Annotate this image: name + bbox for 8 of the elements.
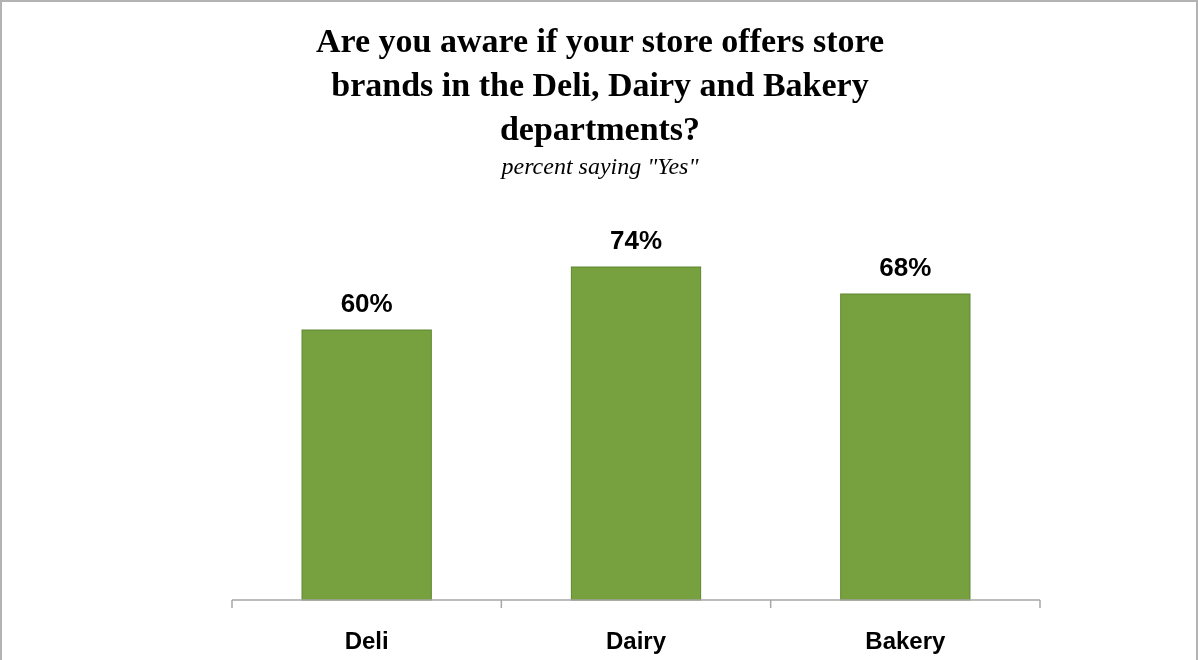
x-tick-label: Dairy <box>605 627 667 654</box>
chart-subtitle: percent saying "Yes" <box>499 153 700 179</box>
data-label: 74% <box>609 225 663 255</box>
x-tick-label: Deli <box>344 627 389 654</box>
data-label: 68% <box>879 252 932 282</box>
chart-title: Are you aware if your store offers store brands in the Deli, Dairy and Bakery departments? <box>315 22 885 147</box>
data-label: 60% <box>340 288 393 318</box>
x-tick-label: Bakery <box>865 627 947 654</box>
